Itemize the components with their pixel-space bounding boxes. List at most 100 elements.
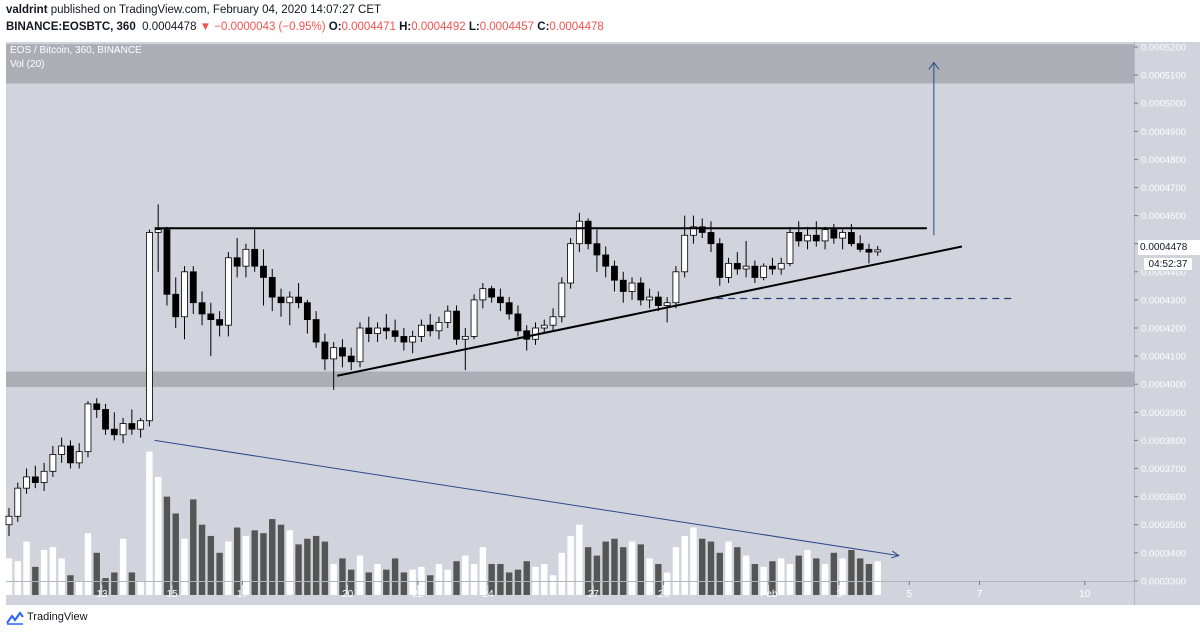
candle[interactable] [426,313,434,337]
candle[interactable] [453,305,460,345]
candle[interactable] [602,246,610,278]
candle[interactable] [514,305,522,337]
candle[interactable] [795,221,803,247]
zone-0[interactable] [6,44,1134,84]
candle[interactable] [672,266,680,309]
candle[interactable] [400,328,408,351]
candle[interactable] [207,302,215,357]
candle[interactable] [681,215,689,278]
candle[interactable] [707,221,715,253]
candle[interactable] [742,240,750,278]
candle[interactable] [611,260,618,292]
candle[interactable] [295,283,302,309]
candle[interactable] [479,283,487,309]
candle[interactable] [84,401,92,458]
series-title[interactable]: EOS / Bitcoin, 360, BINANCE [10,45,142,56]
candle[interactable] [418,319,425,343]
candle[interactable] [409,330,417,354]
candle[interactable] [567,238,574,289]
volume-title[interactable]: Vol (20) [10,59,45,70]
tradingview-brand[interactable]: TradingView [27,611,88,623]
candle[interactable] [67,440,74,469]
candle[interactable] [839,229,847,250]
candle[interactable] [391,319,399,343]
candle[interactable] [435,316,443,340]
candle[interactable] [444,305,452,328]
volume-trend-arrow[interactable] [154,439,899,557]
candle[interactable] [725,257,732,284]
candle[interactable] [804,226,811,250]
candle[interactable] [777,257,785,275]
candle[interactable] [268,268,276,312]
candle[interactable] [382,313,390,340]
candle[interactable] [93,398,101,418]
candle[interactable] [619,271,627,303]
candle[interactable] [733,252,741,275]
candle[interactable] [663,297,671,323]
candle[interactable] [654,291,662,312]
candle[interactable] [321,333,329,371]
candle[interactable] [470,294,478,340]
candle[interactable] [760,263,768,281]
candle[interactable] [14,482,22,522]
candle[interactable] [216,311,224,337]
candle[interactable] [110,412,118,441]
candle[interactable] [189,266,197,314]
candle[interactable] [303,299,311,334]
candle[interactable] [163,226,171,306]
candle[interactable] [23,468,30,494]
candle[interactable] [75,443,83,469]
candle[interactable] [31,465,39,489]
candle[interactable] [251,229,259,272]
candle[interactable] [865,243,873,264]
candle[interactable] [40,462,48,491]
candle[interactable] [637,277,645,306]
candle[interactable] [172,277,180,328]
candle[interactable] [812,221,820,247]
candle[interactable] [769,257,776,275]
candle[interactable] [646,288,653,309]
candle[interactable] [5,507,13,536]
candle[interactable] [821,226,829,250]
candle[interactable] [496,288,504,312]
candle[interactable] [312,311,320,348]
author-name[interactable]: valdrint [6,4,48,16]
tradingview-logo-icon[interactable] [6,611,24,625]
support-trendline[interactable] [336,245,963,377]
candle[interactable] [856,235,864,253]
candle[interactable] [347,347,355,371]
candle[interactable] [786,226,794,267]
candle[interactable] [339,339,346,368]
candle[interactable] [549,308,557,331]
candle[interactable] [49,446,57,477]
candle[interactable] [874,245,882,256]
candle[interactable] [233,238,241,278]
zone-1[interactable] [6,371,1134,388]
candle[interactable] [716,238,724,286]
candle[interactable] [119,417,127,444]
candle[interactable] [198,291,206,326]
candle[interactable] [224,252,232,337]
candle[interactable] [242,243,250,278]
candle[interactable] [277,288,285,317]
candle[interactable] [575,212,583,253]
candle[interactable] [128,409,136,435]
candle[interactable] [286,291,294,326]
candle[interactable] [58,437,66,463]
candle[interactable] [751,260,759,284]
candle[interactable] [356,322,364,368]
candle[interactable] [102,403,109,435]
candle[interactable] [584,218,592,250]
candle[interactable] [505,297,513,320]
candle[interactable] [365,316,373,343]
candle[interactable] [330,342,338,390]
candle[interactable] [540,319,548,334]
candle[interactable] [558,277,566,323]
candle[interactable] [154,204,162,272]
candle[interactable] [488,285,496,303]
candle[interactable] [137,417,145,438]
candle[interactable] [145,229,153,427]
candle[interactable] [690,215,697,244]
price-axis-background[interactable] [1134,42,1200,605]
